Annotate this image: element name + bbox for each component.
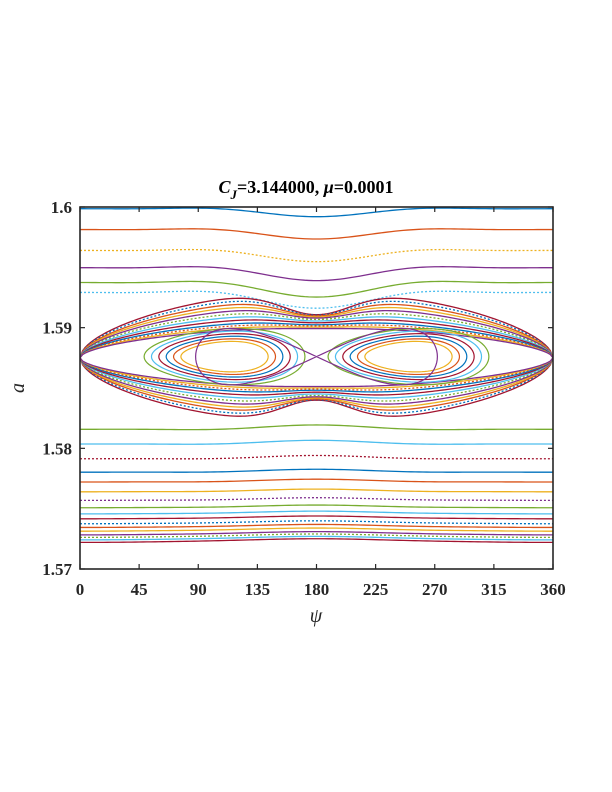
series-line bbox=[172, 338, 277, 376]
series-line bbox=[80, 280, 553, 298]
series-line bbox=[80, 319, 553, 396]
series-line bbox=[143, 327, 306, 386]
series-line bbox=[80, 306, 553, 408]
series-line bbox=[80, 248, 553, 263]
chart-title: CJ=3.144000, μ=0.0001 bbox=[218, 177, 393, 202]
x-tick-label: 45 bbox=[131, 580, 148, 599]
title-subscript: J bbox=[229, 187, 237, 202]
series-line bbox=[80, 530, 553, 536]
svg-text:CJ=3.144000, μ=0.0001: CJ=3.144000, μ=0.0001 bbox=[218, 177, 393, 202]
series-line bbox=[80, 266, 553, 282]
series-line bbox=[342, 333, 475, 381]
series-line bbox=[80, 527, 553, 532]
series-line bbox=[80, 468, 553, 473]
series-line bbox=[80, 454, 553, 460]
series-line bbox=[80, 324, 553, 391]
series-line bbox=[80, 309, 553, 405]
series-line bbox=[80, 297, 553, 417]
series-line bbox=[80, 515, 553, 520]
series-line bbox=[150, 330, 299, 383]
title-mu: μ bbox=[323, 177, 334, 197]
series-line bbox=[158, 333, 291, 381]
series-line bbox=[80, 207, 553, 218]
y-tick-label: 1.57 bbox=[42, 560, 72, 579]
series-line bbox=[80, 322, 553, 393]
title-mu-value: =0.0001 bbox=[334, 177, 394, 197]
x-tick-label: 315 bbox=[481, 580, 507, 599]
x-tick-label: 135 bbox=[245, 580, 271, 599]
series-line bbox=[80, 439, 553, 445]
title-c: C bbox=[218, 177, 231, 197]
series-line bbox=[80, 290, 553, 309]
y-axis-label: a bbox=[7, 383, 29, 393]
series-line bbox=[195, 327, 438, 386]
title-value: =3.144000, bbox=[237, 177, 324, 197]
y-axis: 1.57 1.58 1.59 1.6 bbox=[42, 198, 553, 579]
series-line bbox=[356, 338, 461, 376]
series-line bbox=[349, 335, 468, 378]
x-tick-label: 225 bbox=[363, 580, 389, 599]
series-line bbox=[80, 424, 553, 431]
series-line bbox=[80, 535, 553, 541]
y-tick-label: 1.6 bbox=[51, 198, 72, 217]
x-tick-label: 0 bbox=[76, 580, 85, 599]
series-line bbox=[80, 300, 553, 414]
series-line bbox=[80, 497, 553, 502]
series-line bbox=[80, 228, 553, 240]
series-line bbox=[80, 510, 553, 515]
series-line bbox=[165, 335, 284, 378]
x-tick-label: 360 bbox=[540, 580, 566, 599]
x-tick-label: 90 bbox=[190, 580, 207, 599]
series-line bbox=[364, 340, 453, 373]
x-axis: 0 45 90 135 180 225 270 315 360 bbox=[76, 207, 566, 599]
series-line bbox=[80, 520, 553, 525]
series-line bbox=[80, 533, 553, 539]
series-line bbox=[80, 538, 553, 544]
series-line bbox=[327, 327, 490, 386]
y-tick-label: 1.58 bbox=[42, 439, 72, 458]
y-tick-label: 1.59 bbox=[42, 319, 72, 338]
series-layer bbox=[80, 207, 553, 544]
series-line bbox=[334, 330, 483, 383]
series-line bbox=[80, 303, 553, 411]
series-line bbox=[180, 340, 269, 373]
series-line bbox=[80, 478, 553, 483]
x-tick-label: 270 bbox=[422, 580, 448, 599]
x-tick-label: 180 bbox=[304, 580, 330, 599]
x-axis-label: ψ bbox=[310, 605, 323, 627]
series-line bbox=[80, 316, 553, 399]
series-line bbox=[80, 523, 553, 529]
series-line bbox=[80, 504, 553, 509]
series-line bbox=[80, 488, 553, 493]
series-line bbox=[80, 326, 553, 389]
